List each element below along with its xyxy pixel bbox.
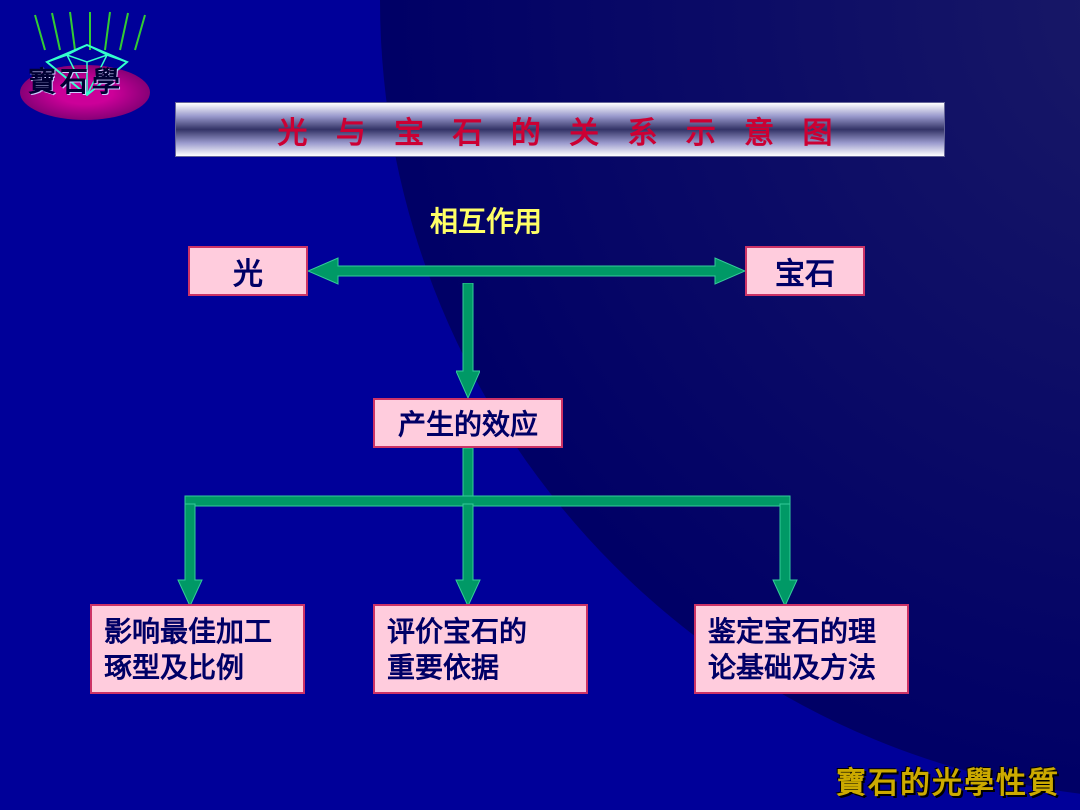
footer-text: 寶石的光學性質 bbox=[836, 758, 1060, 802]
arrow-horizontal-icon bbox=[308, 256, 745, 286]
node-evaluation: 评价宝石的重要依据 bbox=[373, 604, 588, 694]
node-gem: 宝石 bbox=[745, 246, 865, 296]
node-identification-label: 鉴定宝石的理论基础及方法 bbox=[708, 614, 876, 687]
node-identification: 鉴定宝石的理论基础及方法 bbox=[694, 604, 909, 694]
node-processing: 影响最佳加工琢型及比例 bbox=[90, 604, 305, 694]
node-effect: 产生的效应 bbox=[373, 398, 563, 448]
arrow-branch-icon bbox=[150, 448, 850, 608]
logo: 寶石學 bbox=[20, 10, 150, 65]
node-effect-label: 产生的效应 bbox=[398, 403, 538, 443]
node-light: 光 bbox=[188, 246, 308, 296]
title-banner: 光 与 宝 石 的 关 系 示 意 图 bbox=[175, 102, 945, 157]
title-text: 光 与 宝 石 的 关 系 示 意 图 bbox=[277, 108, 842, 152]
node-processing-label: 影响最佳加工琢型及比例 bbox=[104, 614, 272, 687]
interaction-label: 相互作用 bbox=[430, 200, 542, 240]
node-gem-label: 宝石 bbox=[775, 249, 835, 293]
node-evaluation-label: 评价宝石的重要依据 bbox=[387, 614, 527, 687]
node-light-label: 光 bbox=[233, 249, 263, 293]
logo-text: 寶石學 bbox=[28, 60, 124, 100]
arrow-down-1-icon bbox=[456, 283, 480, 398]
